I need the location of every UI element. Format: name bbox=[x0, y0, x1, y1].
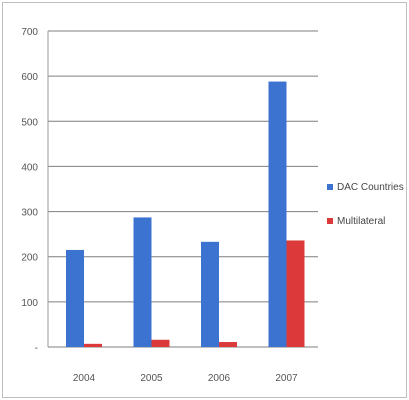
y-tick-label: 700 bbox=[21, 27, 38, 38]
y-axis-ticks: - 100 200 300 400 500 600 700 bbox=[21, 27, 38, 354]
x-tick-label: 2005 bbox=[140, 373, 163, 384]
y-tick-label: 100 bbox=[21, 298, 38, 309]
y-tick-label: 500 bbox=[21, 117, 38, 128]
y-tick-label: - bbox=[35, 343, 38, 354]
bar-multilateral-2005 bbox=[151, 339, 170, 347]
y-tick-label: 300 bbox=[21, 208, 38, 219]
y-tick-label: 600 bbox=[21, 72, 38, 83]
bar-dac-countries-2004 bbox=[66, 249, 84, 347]
x-tick-label: 2007 bbox=[275, 373, 298, 384]
bar-dac-countries-2007 bbox=[268, 81, 287, 347]
bar-multilateral-2007 bbox=[286, 240, 305, 347]
legend-swatch bbox=[327, 184, 333, 190]
y-tick-label: 400 bbox=[21, 162, 38, 173]
bar-multilateral-2006 bbox=[219, 342, 237, 347]
bar-multilateral-2004 bbox=[84, 343, 102, 347]
y-tick-label: 200 bbox=[21, 253, 38, 264]
legend-label: DAC Countries bbox=[337, 182, 404, 193]
bars bbox=[66, 81, 305, 347]
x-tick-label: 2004 bbox=[73, 373, 96, 384]
bar-dac-countries-2005 bbox=[133, 217, 152, 347]
legend-label: Multilateral bbox=[337, 216, 385, 227]
legend: DAC Countries Multilateral bbox=[327, 182, 404, 227]
x-axis-ticks: 2004 2005 2006 2007 bbox=[73, 373, 298, 384]
x-tick-label: 2006 bbox=[208, 373, 231, 384]
legend-swatch bbox=[327, 218, 333, 224]
bar-dac-countries-2006 bbox=[201, 241, 219, 347]
